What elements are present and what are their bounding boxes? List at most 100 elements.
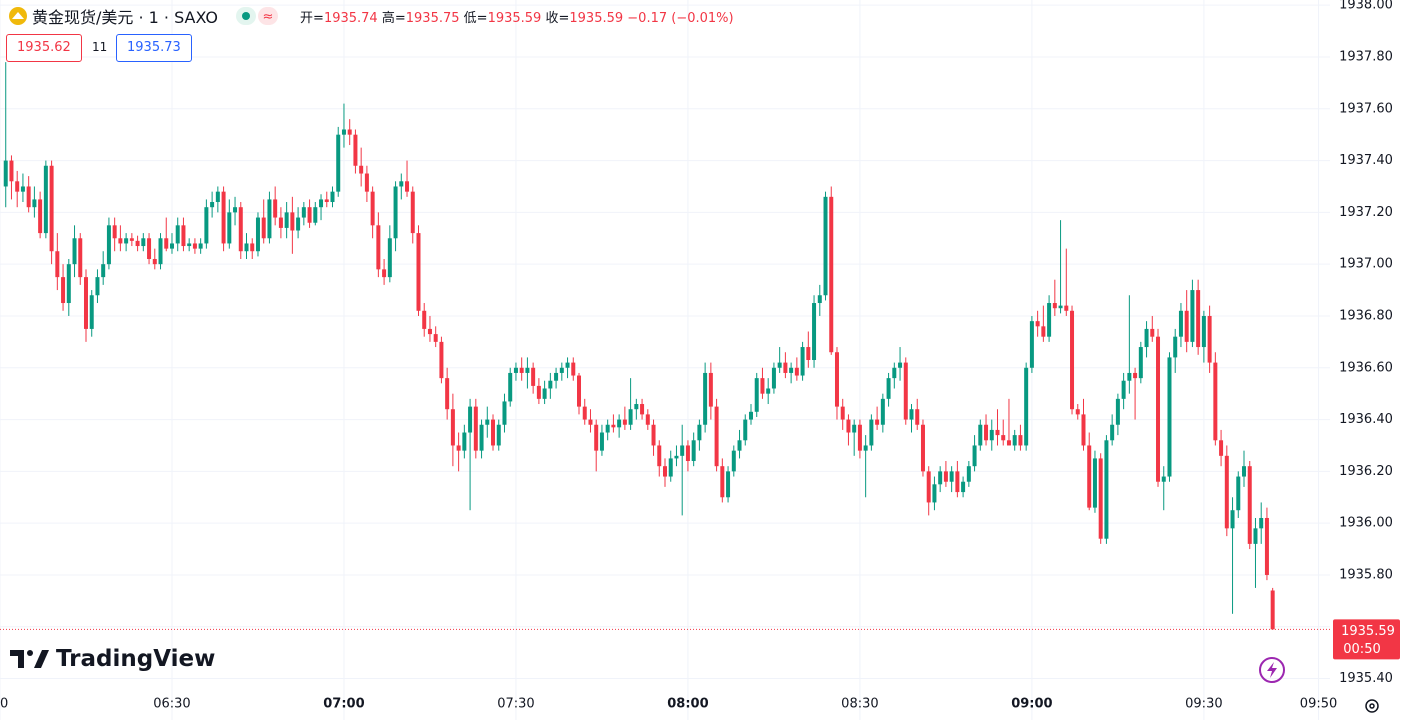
candle-body	[577, 375, 582, 407]
candle-body	[634, 404, 639, 410]
candle-body	[989, 429, 994, 441]
candle-body	[777, 362, 782, 368]
candle-body	[341, 129, 346, 135]
candle-body	[1127, 372, 1132, 381]
candle-body	[834, 352, 839, 407]
ohlc-label: 高=	[381, 10, 406, 26]
candle-body	[382, 269, 387, 278]
candle-body	[1001, 435, 1006, 441]
symbol-title: 黄金现货/美元 · 1 · SAXO	[32, 8, 219, 27]
candle-body	[554, 372, 559, 381]
y-tick-label: 1936.80	[1339, 308, 1393, 323]
candle-body	[565, 362, 570, 368]
candle-body	[680, 445, 685, 456]
candle-body	[32, 199, 37, 208]
bid-button[interactable]: 1935.62	[6, 34, 82, 62]
candle-body	[1190, 290, 1195, 342]
ohlc-legend: 开=1935.74 高=1935.75 低=1935.59 收=1935.59 …	[300, 7, 734, 26]
x-tick-label: 09:50	[1300, 697, 1337, 712]
x-tick-label: 06:30	[153, 697, 190, 712]
candle-body	[548, 380, 553, 389]
candle-body	[468, 406, 473, 433]
x-tick-label: 07:30	[497, 697, 534, 712]
candle-body	[9, 160, 14, 182]
candle-body	[1098, 458, 1103, 539]
candle-body	[1018, 435, 1023, 446]
candle-body	[1110, 424, 1115, 441]
ask-button[interactable]: 1935.73	[116, 34, 192, 62]
candle-body	[766, 388, 771, 394]
candle-body	[1156, 336, 1161, 482]
candle-body	[857, 424, 862, 451]
candle-body	[1259, 517, 1264, 529]
candle-body	[479, 424, 484, 451]
x-tick-label: 00	[0, 697, 8, 712]
candle-body	[95, 277, 100, 296]
y-tick-label: 1936.60	[1339, 360, 1393, 375]
candle-body	[347, 129, 352, 135]
candle-body	[823, 196, 828, 296]
candle-body	[1150, 328, 1155, 337]
candle-body	[101, 264, 106, 278]
candle-body	[1247, 466, 1252, 544]
candle-body	[192, 243, 197, 249]
candle-body	[880, 398, 885, 425]
candle-body	[961, 481, 966, 493]
candle-body	[909, 409, 914, 420]
candle-body	[181, 225, 186, 247]
y-tick-label: 1937.00	[1339, 257, 1393, 272]
candle-body	[1087, 445, 1092, 508]
candle-body	[731, 450, 736, 472]
candle-body	[875, 419, 880, 425]
candle-body	[812, 303, 817, 360]
candle-body	[1133, 372, 1138, 379]
y-tick-label: 1937.20	[1339, 205, 1393, 220]
candle-body	[938, 471, 943, 485]
candle-body	[261, 217, 266, 239]
candle-body	[594, 424, 599, 451]
candle-body	[152, 258, 157, 265]
candle-body	[112, 225, 117, 239]
candle-body	[301, 207, 306, 218]
candle-body	[943, 471, 948, 482]
candle-body	[72, 238, 77, 265]
candle-body	[829, 196, 834, 353]
candle-body	[645, 414, 650, 425]
candle-body	[817, 295, 822, 304]
candle-body	[215, 191, 220, 203]
status-icons[interactable]: ≈	[236, 6, 280, 26]
y-tick-label: 1938.00	[1339, 0, 1393, 13]
candle-body	[135, 240, 140, 247]
candle-body	[296, 217, 301, 231]
candle-body	[502, 401, 507, 425]
y-tick-label: 1937.60	[1339, 101, 1393, 116]
candle-body	[255, 217, 260, 252]
candle-body	[714, 406, 719, 467]
candle-body	[1064, 305, 1069, 311]
candle-body	[898, 362, 903, 368]
candle-body	[284, 212, 289, 228]
candle-body	[760, 378, 765, 394]
ohlc-value: 1935.59	[569, 10, 624, 26]
candle-body	[124, 238, 129, 244]
candle-body	[668, 458, 673, 477]
candle-body	[313, 207, 318, 223]
candle-body	[720, 466, 725, 498]
settings-button[interactable]	[1360, 694, 1384, 718]
y-tick-label: 1937.80	[1339, 49, 1393, 64]
candle-body	[1167, 357, 1172, 477]
lightning-button[interactable]	[1258, 656, 1288, 686]
candle-body	[1052, 303, 1057, 309]
candle-body	[1184, 310, 1189, 342]
candle-body	[319, 199, 324, 208]
ohlc-label: 开=	[300, 10, 324, 26]
candle-body	[227, 212, 232, 244]
candle-body	[89, 295, 94, 329]
candle-body	[519, 367, 524, 373]
logo-text: TradingView	[56, 646, 216, 672]
candle-body	[588, 419, 593, 425]
candle-body	[869, 419, 874, 446]
candle-body	[708, 372, 713, 407]
candle-body	[1213, 362, 1218, 441]
